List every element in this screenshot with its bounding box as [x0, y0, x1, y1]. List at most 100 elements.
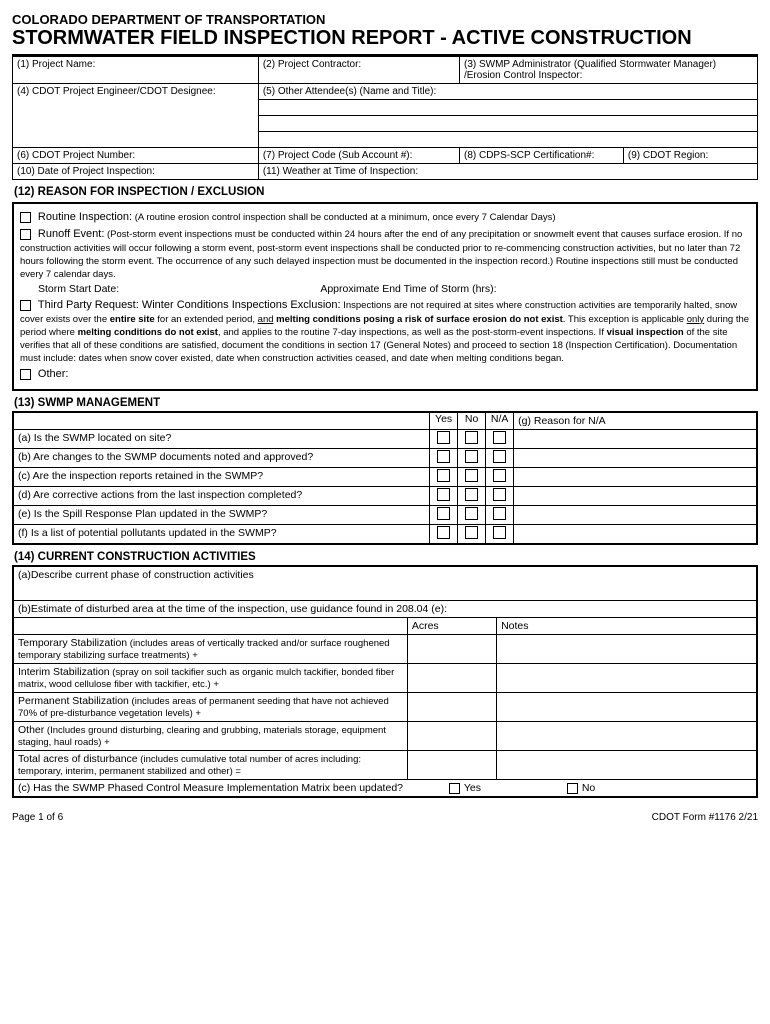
notes-cell[interactable]: [497, 634, 757, 663]
s14-a[interactable]: (a)Describe current phase of constructio…: [13, 566, 757, 600]
attendee-line[interactable]: [258, 100, 757, 116]
department-name: COLORADO DEPARTMENT OF TRANSPORTATION: [12, 12, 758, 27]
reason-cell[interactable]: [514, 525, 757, 545]
table-row: Permanent Stabilization (includes areas …: [13, 692, 757, 721]
field-4[interactable]: (4) CDOT Project Engineer/CDOT Designee:: [13, 84, 259, 148]
no-box[interactable]: [458, 449, 486, 468]
acres-cell[interactable]: [407, 663, 496, 692]
na-box[interactable]: [486, 487, 514, 506]
stab-row: Permanent Stabilization (includes areas …: [13, 692, 407, 721]
reason-cell[interactable]: [514, 468, 757, 487]
routine-lead: Routine Inspection:: [38, 211, 132, 223]
routine-inspection-option: Routine Inspection: (A routine erosion c…: [20, 211, 750, 225]
table-row: Interim Stabilization (spray on soil tac…: [13, 663, 757, 692]
field-6[interactable]: (6) CDOT Project Number:: [13, 148, 259, 164]
table-row: (e) Is the Spill Response Plan updated i…: [13, 506, 757, 525]
field-8[interactable]: (8) CDPS-SCP Certification#:: [459, 148, 623, 164]
na-box[interactable]: [486, 506, 514, 525]
table-row: (f) Is a list of potential pollutants up…: [13, 525, 757, 545]
notes-head: Notes: [497, 617, 757, 634]
page-title: STORMWATER FIELD INSPECTION REPORT - ACT…: [12, 27, 758, 50]
project-info-table: (1) Project Name: (2) Project Contractor…: [12, 56, 758, 180]
attendee-line[interactable]: [258, 116, 757, 132]
col-no: No: [458, 412, 486, 430]
notes-cell[interactable]: [497, 750, 757, 779]
yes-box[interactable]: [430, 468, 458, 487]
field-5[interactable]: (5) Other Attendee(s) (Name and Title):: [258, 84, 757, 100]
construction-activities-table: (a)Describe current phase of constructio…: [12, 565, 758, 798]
no-box[interactable]: [458, 430, 486, 449]
q-d: (d) Are corrective actions from the last…: [13, 487, 430, 506]
yes-box[interactable]: [430, 430, 458, 449]
field-1[interactable]: (1) Project Name:: [13, 57, 259, 84]
third-party-option: Third Party Request: Winter Conditions I…: [20, 299, 750, 365]
page-number: Page 1 of 6: [12, 812, 63, 823]
field-3[interactable]: (3) SWMP Administrator (Qualified Stormw…: [459, 57, 757, 84]
yes-box[interactable]: [430, 506, 458, 525]
other-option: Other:: [20, 368, 750, 382]
yes-box[interactable]: [430, 525, 458, 545]
stab-row: Temporary Stabilization (includes areas …: [13, 634, 407, 663]
notes-cell[interactable]: [497, 692, 757, 721]
no-box[interactable]: [458, 468, 486, 487]
acres-cell[interactable]: [407, 634, 496, 663]
table-row: (c) Are the inspection reports retained …: [13, 468, 757, 487]
section-13-head: (13) SWMP MANAGEMENT: [12, 391, 758, 411]
routine-text: (A routine erosion control inspection sh…: [132, 212, 556, 223]
col-reason: (g) Reason for N/A: [514, 412, 757, 430]
header-block: COLORADO DEPARTMENT OF TRANSPORTATION ST…: [12, 12, 758, 56]
routine-checkbox[interactable]: [20, 212, 31, 223]
table-row: (b) Are changes to the SWMP documents no…: [13, 449, 757, 468]
notes-cell[interactable]: [497, 663, 757, 692]
attendee-line[interactable]: [258, 132, 757, 148]
table-row: Total acres of disturbance (includes cum…: [13, 750, 757, 779]
col-na: N/A: [486, 412, 514, 430]
runoff-checkbox[interactable]: [20, 229, 31, 240]
stab-row: Other (Includes ground disturbing, clear…: [13, 721, 407, 750]
q-e: (e) Is the Spill Response Plan updated i…: [13, 506, 430, 525]
page-footer: Page 1 of 6 CDOT Form #1176 2/21: [12, 812, 758, 823]
no-label: No: [582, 782, 595, 794]
notes-cell[interactable]: [497, 721, 757, 750]
runoff-text: (Post-storm event inspections must be co…: [20, 229, 742, 280]
na-box[interactable]: [486, 430, 514, 449]
other-checkbox[interactable]: [20, 369, 31, 380]
yes-label: Yes: [464, 782, 481, 794]
yes-box[interactable]: [430, 487, 458, 506]
storm-end-label: Approximate End Time of Storm (hrs):: [320, 283, 496, 295]
stab-row: Interim Stabilization (spray on soil tac…: [13, 663, 407, 692]
matrix-yes-checkbox[interactable]: [449, 783, 460, 794]
na-box[interactable]: [486, 468, 514, 487]
storm-start-label: Storm Start Date:: [38, 283, 318, 296]
acres-cell[interactable]: [407, 692, 496, 721]
acres-cell[interactable]: [407, 750, 496, 779]
third-party-checkbox[interactable]: [20, 300, 31, 311]
matrix-no-checkbox[interactable]: [567, 783, 578, 794]
field-11[interactable]: (11) Weather at Time of Inspection:: [258, 164, 757, 180]
section-14-head: (14) CURRENT CONSTRUCTION ACTIVITIES: [12, 545, 758, 565]
acres-head: Acres: [407, 617, 496, 634]
field-2[interactable]: (2) Project Contractor:: [258, 57, 459, 84]
reason-cell[interactable]: [514, 449, 757, 468]
reason-cell[interactable]: [514, 430, 757, 449]
table-row: Other (Includes ground disturbing, clear…: [13, 721, 757, 750]
s14-c-row: (c) Has the SWMP Phased Control Measure …: [13, 779, 757, 797]
s14-b: (b)Estimate of disturbed area at the tim…: [13, 600, 757, 617]
storm-dates-row: Storm Start Date: Approximate End Time o…: [20, 283, 750, 296]
reason-cell[interactable]: [514, 506, 757, 525]
yes-box[interactable]: [430, 449, 458, 468]
s14-c-text: (c) Has the SWMP Phased Control Measure …: [18, 782, 403, 794]
no-box[interactable]: [458, 487, 486, 506]
acres-cell[interactable]: [407, 721, 496, 750]
field-7[interactable]: (7) Project Code (Sub Account #):: [258, 148, 459, 164]
na-box[interactable]: [486, 525, 514, 545]
field-9[interactable]: (9) CDOT Region:: [623, 148, 757, 164]
reason-cell[interactable]: [514, 487, 757, 506]
no-box[interactable]: [458, 506, 486, 525]
no-box[interactable]: [458, 525, 486, 545]
stab-row: Total acres of disturbance (includes cum…: [13, 750, 407, 779]
section-12-box: Routine Inspection: (A routine erosion c…: [12, 202, 758, 391]
na-box[interactable]: [486, 449, 514, 468]
other-lead: Other:: [38, 368, 69, 380]
field-10[interactable]: (10) Date of Project Inspection:: [13, 164, 259, 180]
